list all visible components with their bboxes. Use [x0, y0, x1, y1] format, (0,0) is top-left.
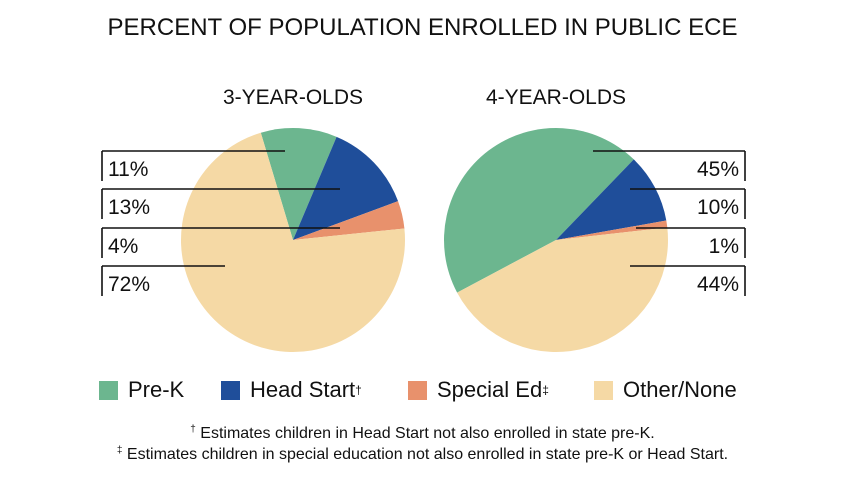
legend-label: Pre-K — [128, 377, 185, 402]
data-label: 72% — [108, 273, 150, 296]
footnote-1: † Estimates children in Head Start not a… — [0, 424, 845, 443]
footnote-2: ‡ Estimates children in special educatio… — [0, 445, 845, 464]
chart-title: PERCENT OF POPULATION ENROLLED IN PUBLIC… — [107, 14, 738, 41]
legend-swatch — [594, 380, 613, 400]
legend-item-head-start: Head Start † — [221, 377, 362, 403]
pie-slice-pre-k — [260, 128, 337, 240]
pie-slice-pre-k — [443, 127, 634, 293]
pie-slice-head-start — [293, 136, 399, 240]
pie-slice-special-ed — [293, 201, 405, 240]
data-label: 45% — [697, 158, 739, 181]
legend-item-other-none: Other/None — [594, 377, 737, 403]
legend-label: Special Ed — [437, 377, 543, 402]
footnote-mark: ‡ — [116, 445, 123, 456]
pie-title-4yo: 4-YEAR-OLDS — [485, 86, 627, 109]
pie-slice-special-ed — [556, 220, 668, 240]
data-label: 1% — [709, 235, 739, 258]
legend-label: Head Start — [250, 377, 356, 402]
legend-mark: ‡ — [542, 383, 549, 397]
legend-swatch — [221, 380, 240, 400]
legend-swatch — [99, 380, 118, 400]
pie-slice-head-start — [556, 159, 667, 240]
legend-item-pre-k: Pre-K — [99, 377, 184, 403]
data-label: 4% — [108, 235, 138, 258]
pie-slice-other-none — [181, 132, 405, 352]
legend: Pre-K Head Start † Special Ed ‡ Other/None — [0, 377, 845, 403]
legend-swatch — [408, 380, 427, 400]
legend-item-special-ed: Special Ed ‡ — [408, 377, 549, 403]
data-label: 13% — [108, 196, 150, 219]
pie-title-3yo: 3-YEAR-OLDS — [222, 86, 364, 109]
footnote-mark: † — [190, 424, 196, 435]
pie-slice-other-none — [457, 227, 668, 353]
footnote-text: Estimates children in Head Start not als… — [195, 425, 655, 442]
legend-label: Other/None — [623, 377, 737, 402]
data-label: 44% — [697, 273, 739, 296]
data-label: 11% — [108, 158, 148, 181]
footnote-text: Estimates children in special education … — [122, 446, 729, 463]
data-label: 10% — [697, 196, 739, 219]
legend-mark: † — [355, 383, 362, 397]
